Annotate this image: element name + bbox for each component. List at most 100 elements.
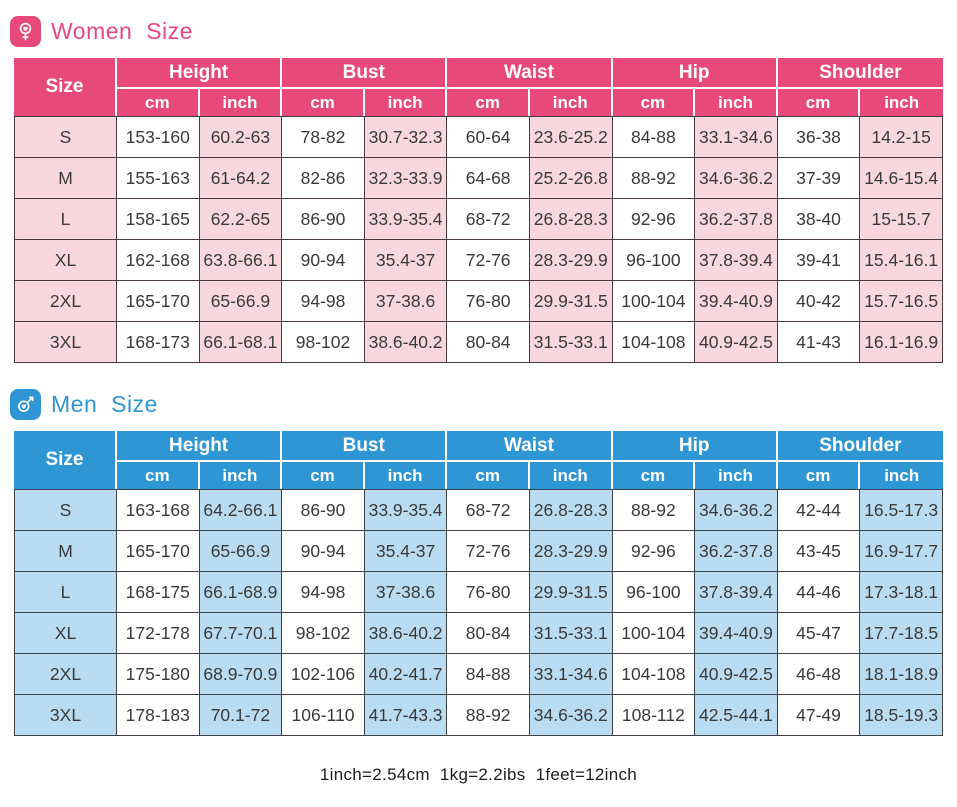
value-cell: 34.6-36.2 [695,158,778,199]
value-cell: 45-47 [777,613,861,654]
value-cell: 31.5-33.1 [529,322,613,363]
unit-header-inch: inch [199,89,283,116]
table-row: 2XL 165-170 65-66.9 94-98 37-38.6 76-80 29.9-3… [14,281,943,322]
value-cell: 88-92 [612,489,696,531]
women-size-section: Women Size Size Height Bust Waist Hip Sh… [10,16,943,363]
value-cell: 65-66.9 [199,281,283,322]
value-cell: 40.2-41.7 [364,654,448,695]
table-row: XL 162-168 63.8-66.1 90-94 35.4-37 72-76 28.3-… [14,240,943,281]
unit-header-cm: cm [117,89,200,116]
unit-header-cm: cm [447,462,530,489]
value-cell: 30.7-32.3 [364,116,448,158]
size-cell: M [14,158,117,199]
value-cell: 66.1-68.9 [199,572,283,613]
value-cell: 39-41 [777,240,861,281]
value-cell: 18.1-18.9 [860,654,943,695]
bust-group-header: Bust [282,431,448,462]
unit-header-inch: inch [529,89,613,116]
value-cell: 41.7-43.3 [364,695,448,736]
value-cell: 16.9-17.7 [860,531,943,572]
value-cell: 37-38.6 [364,281,448,322]
men-section-title: Men Size [51,391,158,417]
size-cell: L [14,572,117,613]
value-cell: 60-64 [447,116,530,158]
value-cell: 94-98 [282,572,365,613]
men-table-body: S 163-168 64.2-66.1 86-90 33.9-35.4 68-72 26.8… [14,489,943,736]
value-cell: 86-90 [282,489,365,531]
value-cell: 17.3-18.1 [860,572,943,613]
unit-header-cm: cm [612,89,696,116]
value-cell: 40.9-42.5 [695,654,778,695]
value-cell: 23.6-25.2 [529,116,613,158]
value-cell: 47-49 [777,695,861,736]
value-cell: 68.9-70.9 [199,654,283,695]
value-cell: 28.3-29.9 [529,240,613,281]
value-cell: 102-106 [282,654,365,695]
value-cell: 18.5-19.3 [860,695,943,736]
value-cell: 26.8-28.3 [529,199,613,240]
unit-header-cm: cm [282,89,365,116]
value-cell: 68-72 [447,489,530,531]
value-cell: 61-64.2 [199,158,283,199]
unit-header-cm: cm [612,462,696,489]
value-cell: 32.3-33.9 [364,158,448,199]
shoulder-group-header: Shoulder [777,431,943,462]
table-row: XL 172-178 67.7-70.1 98-102 38.6-40.2 80-84 31… [14,613,943,654]
value-cell: 100-104 [612,281,696,322]
value-cell: 70.1-72 [199,695,283,736]
value-cell: 43-45 [777,531,861,572]
value-cell: 46-48 [777,654,861,695]
value-cell: 155-163 [117,158,200,199]
shoulder-group-header: Shoulder [777,58,943,89]
unit-header-inch: inch [364,89,448,116]
value-cell: 14.6-15.4 [860,158,943,199]
unit-header-inch: inch [860,462,943,489]
table-row: 3XL 178-183 70.1-72 106-110 41.7-43.3 88-92 34… [14,695,943,736]
value-cell: 40-42 [777,281,861,322]
value-cell: 168-175 [117,572,200,613]
hip-group-header: Hip [612,58,778,89]
table-row: L 168-175 66.1-68.9 94-98 37-38.6 76-80 29.9-3… [14,572,943,613]
value-cell: 92-96 [612,531,696,572]
value-cell: 37.8-39.4 [695,572,778,613]
value-cell: 67.7-70.1 [199,613,283,654]
size-cell: 3XL [14,695,117,736]
female-heart-icon [10,16,41,47]
value-cell: 96-100 [612,240,696,281]
value-cell: 34.6-36.2 [529,695,613,736]
value-cell: 25.2-26.8 [529,158,613,199]
value-cell: 15-15.7 [860,199,943,240]
value-cell: 94-98 [282,281,365,322]
value-cell: 158-165 [117,199,200,240]
value-cell: 165-170 [117,531,200,572]
value-cell: 16.5-17.3 [860,489,943,531]
value-cell: 36.2-37.8 [695,199,778,240]
value-cell: 42.5-44.1 [695,695,778,736]
bust-group-header: Bust [282,58,448,89]
value-cell: 60.2-63 [199,116,283,158]
women-title-row: Women Size [10,16,943,47]
value-cell: 80-84 [447,322,530,363]
value-cell: 17.7-18.5 [860,613,943,654]
value-cell: 162-168 [117,240,200,281]
value-cell: 15.7-16.5 [860,281,943,322]
value-cell: 168-173 [117,322,200,363]
value-cell: 72-76 [447,531,530,572]
value-cell: 37-39 [777,158,861,199]
size-column-header: Size [14,58,117,116]
value-cell: 82-86 [282,158,365,199]
value-cell: 14.2-15 [860,116,943,158]
value-cell: 64-68 [447,158,530,199]
value-cell: 26.8-28.3 [529,489,613,531]
unit-header-cm: cm [282,462,365,489]
table-row: L 158-165 62.2-65 86-90 33.9-35.4 68-72 26.8-2… [14,199,943,240]
height-group-header: Height [117,431,283,462]
value-cell: 90-94 [282,531,365,572]
men-title-row: Men Size [10,389,943,420]
value-cell: 78-82 [282,116,365,158]
women-table-body: S 153-160 60.2-63 78-82 30.7-32.3 60-64 23.6-2… [14,116,943,363]
men-size-section: Men Size Size Height Bust Waist Hip Shou… [10,389,943,736]
waist-group-header: Waist [447,431,613,462]
value-cell: 76-80 [447,281,530,322]
value-cell: 64.2-66.1 [199,489,283,531]
